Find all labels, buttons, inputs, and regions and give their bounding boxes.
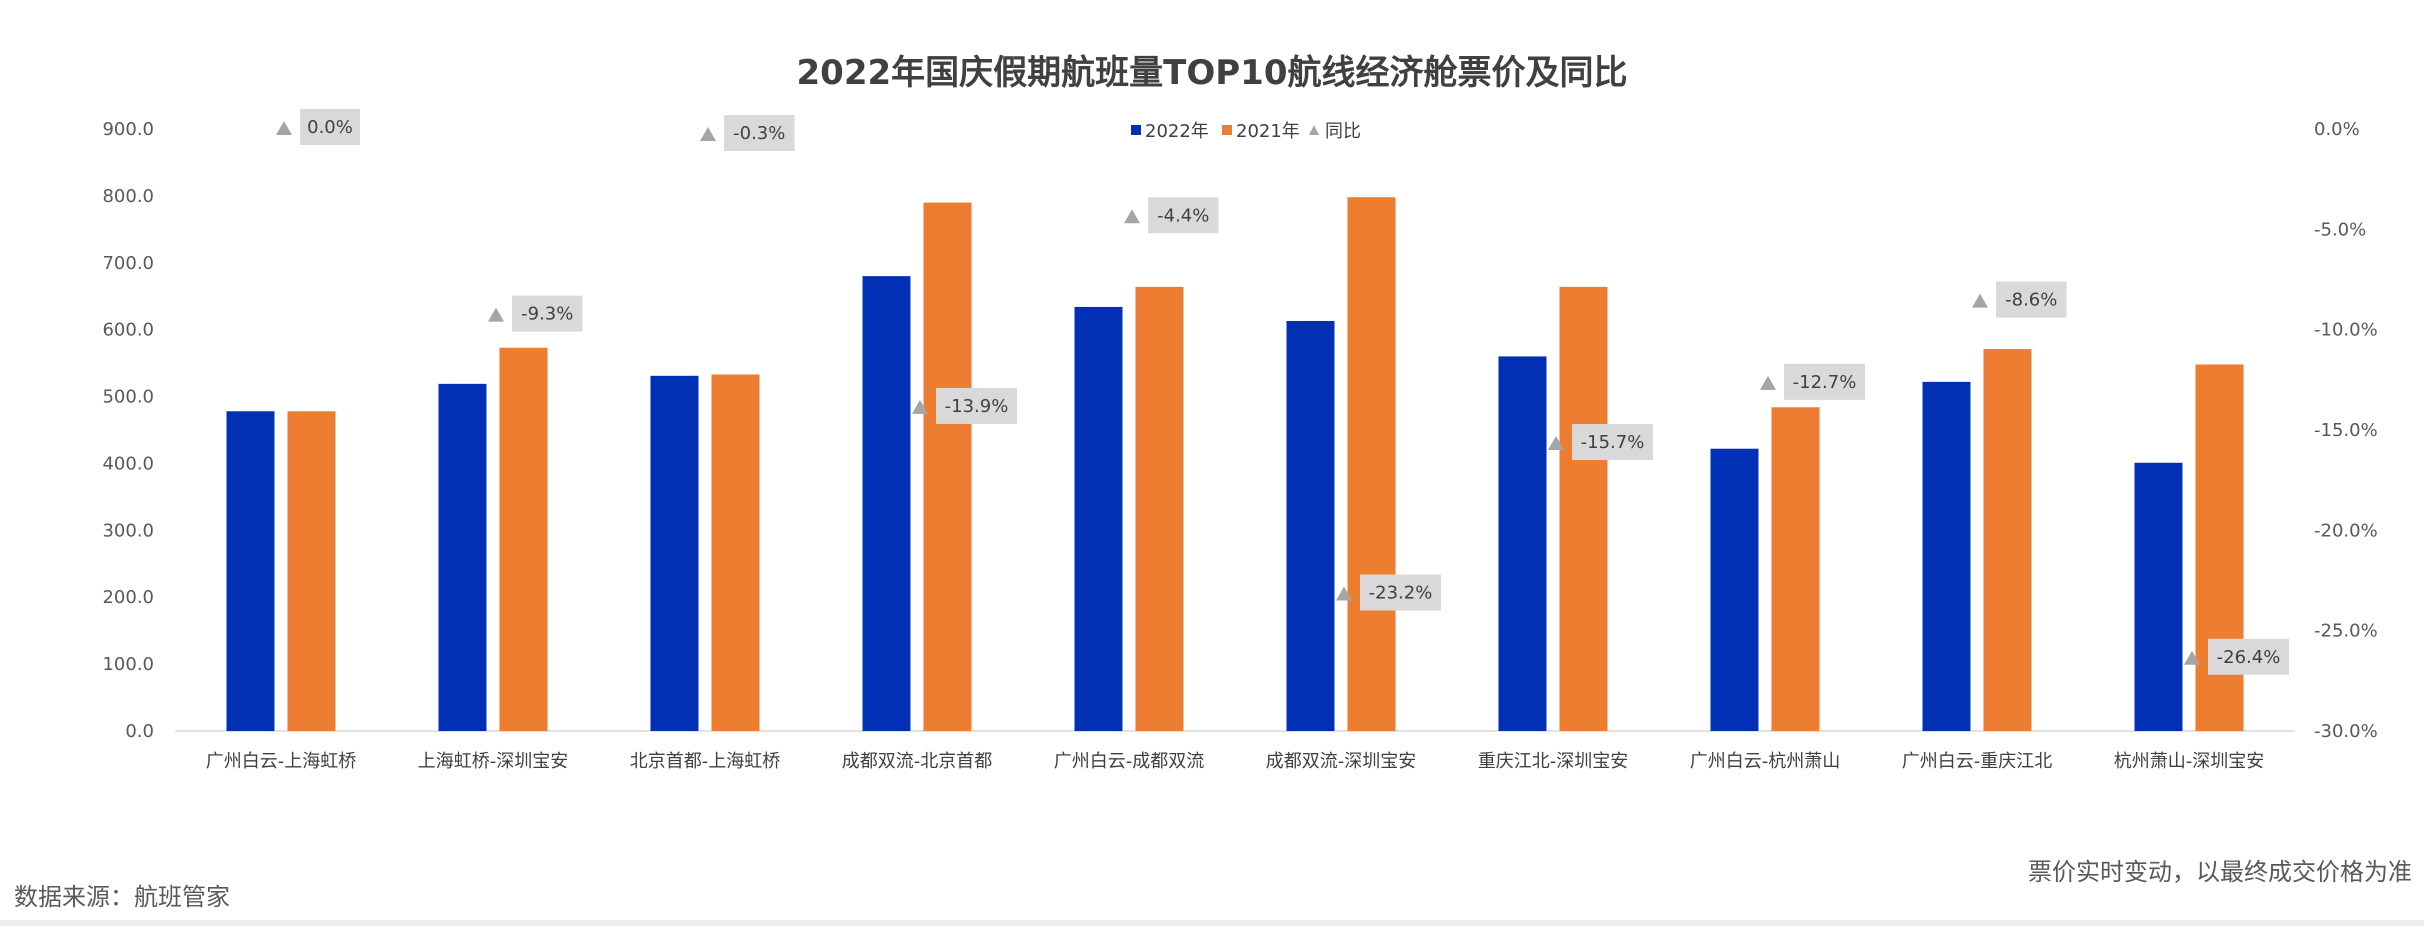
yoy-label-box <box>1360 574 1441 611</box>
bar-2021 <box>711 374 760 731</box>
bar-2022 <box>438 383 487 731</box>
yoy-label-box <box>1148 197 1219 234</box>
yoy-marker <box>1124 209 1140 224</box>
category-label: 成都双流-深圳宝安 <box>1266 751 1417 772</box>
bar-2021 <box>1559 286 1608 731</box>
category-label: 上海虹桥-深圳宝安 <box>418 751 569 772</box>
category-label: 广州白云-重庆江北 <box>1902 751 2053 772</box>
yoy-marker <box>488 307 504 322</box>
legend-marker-yoy <box>1309 125 1319 135</box>
yoy-marker <box>1760 375 1776 390</box>
category-label: 北京首都-上海虹桥 <box>630 751 781 772</box>
y2-tick-label: -25.0% <box>2314 621 2378 642</box>
category-label: 成都双流-北京首都 <box>842 751 993 772</box>
bar-2022 <box>650 375 699 731</box>
y-tick-label: 700.0 <box>102 253 154 274</box>
yoy-label: 0.0% <box>307 117 353 138</box>
bar-2021 <box>1135 286 1184 731</box>
legend-swatch-2022 <box>1131 125 1141 135</box>
yoy-label-box <box>2208 638 2289 675</box>
yoy-label: -26.4% <box>2217 647 2281 668</box>
axes: 0.0 100.0 200.0 300.0 400.0 500.0 600.0 700.0 80… <box>102 119 2377 772</box>
category-label: 广州白云-成都双流 <box>1054 751 1205 772</box>
yoy-markers: 0.0% -9.3% -0.3% -13.9% -4.4% -23.2% -15.7% -12… <box>276 109 2289 675</box>
category-label: 广州白云-杭州萧山 <box>1690 751 1841 772</box>
yoy-label-box <box>300 109 360 145</box>
yoy-marker <box>1972 293 1988 308</box>
category-label: 广州白云-上海虹桥 <box>206 751 357 772</box>
bar-2021 <box>1983 349 2032 731</box>
yoy-label: -23.2% <box>1369 583 1433 604</box>
yoy-label-box <box>936 387 1017 424</box>
yoy-label-box <box>1996 281 2067 318</box>
bar-2021 <box>287 411 336 731</box>
bar-2021 <box>2195 364 2244 731</box>
yoy-label-box <box>512 295 583 332</box>
yoy-label-box <box>1784 363 1865 400</box>
bottom-strip <box>0 920 2424 926</box>
bar-2022 <box>1074 306 1123 731</box>
y-tick-label: 300.0 <box>102 520 154 541</box>
bar-2022 <box>2134 462 2183 731</box>
category-label: 杭州萧山-深圳宝安 <box>2114 751 2265 772</box>
bar-2022 <box>1922 381 1971 731</box>
chart-title: 2022年国庆假期航班量TOP10航线经济舱票价及同比 <box>797 53 1628 93</box>
bar-2022 <box>1498 356 1547 731</box>
bar-2021 <box>1771 407 1820 731</box>
bar-2021 <box>923 202 972 732</box>
y2-tick-label: -10.0% <box>2314 320 2378 341</box>
category-label: 重庆江北-深圳宝安 <box>1478 751 1629 772</box>
yoy-label: -15.7% <box>1581 432 1645 453</box>
yoy-marker <box>276 121 292 135</box>
bar-2021 <box>1347 197 1396 731</box>
y2-tick-label: -15.0% <box>2314 420 2378 441</box>
y2-tick-label: 0.0% <box>2314 119 2360 140</box>
y2-tick-label: -20.0% <box>2314 520 2378 541</box>
bar-2021 <box>499 347 548 731</box>
y-tick-label: 600.0 <box>102 320 154 341</box>
yoy-label-box <box>724 115 795 152</box>
yoy-marker <box>1548 436 1564 451</box>
legend-label-2021: 2021年 <box>1236 121 1300 142</box>
yoy-label: -4.4% <box>1157 205 1209 226</box>
yoy-label: -8.6% <box>2005 290 2057 311</box>
yoy-marker <box>1336 586 1352 601</box>
bar-2022 <box>226 411 275 731</box>
legend: 2022年 2021年 同比 <box>1131 121 1361 142</box>
yoy-label: -12.7% <box>1793 372 1857 393</box>
bar-2022 <box>1710 448 1759 731</box>
y2-tick-label: -30.0% <box>2314 721 2378 742</box>
y-tick-label: 0.0 <box>125 721 154 742</box>
yoy-label: -13.9% <box>945 396 1009 417</box>
yoy-label-box <box>1572 424 1653 461</box>
y-tick-label: 800.0 <box>102 186 154 207</box>
yoy-marker <box>912 399 928 414</box>
legend-label-yoy: 同比 <box>1325 121 1361 142</box>
source-note: 数据来源：航班管家 <box>14 883 230 911</box>
price-disclaimer: 票价实时变动，以最终成交价格为准 <box>2028 858 2412 886</box>
yoy-label: -0.3% <box>733 123 785 144</box>
y-tick-label: 100.0 <box>102 654 154 675</box>
bar-2022 <box>862 276 911 731</box>
legend-label-2022: 2022年 <box>1145 121 1209 142</box>
y-tick-label: 200.0 <box>102 587 154 608</box>
y2-tick-label: -5.0% <box>2314 219 2366 240</box>
bar-2022 <box>1286 320 1335 731</box>
yoy-marker <box>700 127 716 142</box>
y-tick-label: 900.0 <box>102 119 154 140</box>
y-tick-label: 400.0 <box>102 453 154 474</box>
bars <box>226 197 2244 732</box>
y-tick-label: 500.0 <box>102 387 154 408</box>
yoy-marker <box>2184 650 2200 665</box>
legend-swatch-2021 <box>1222 125 1232 135</box>
yoy-label: -9.3% <box>521 304 573 325</box>
